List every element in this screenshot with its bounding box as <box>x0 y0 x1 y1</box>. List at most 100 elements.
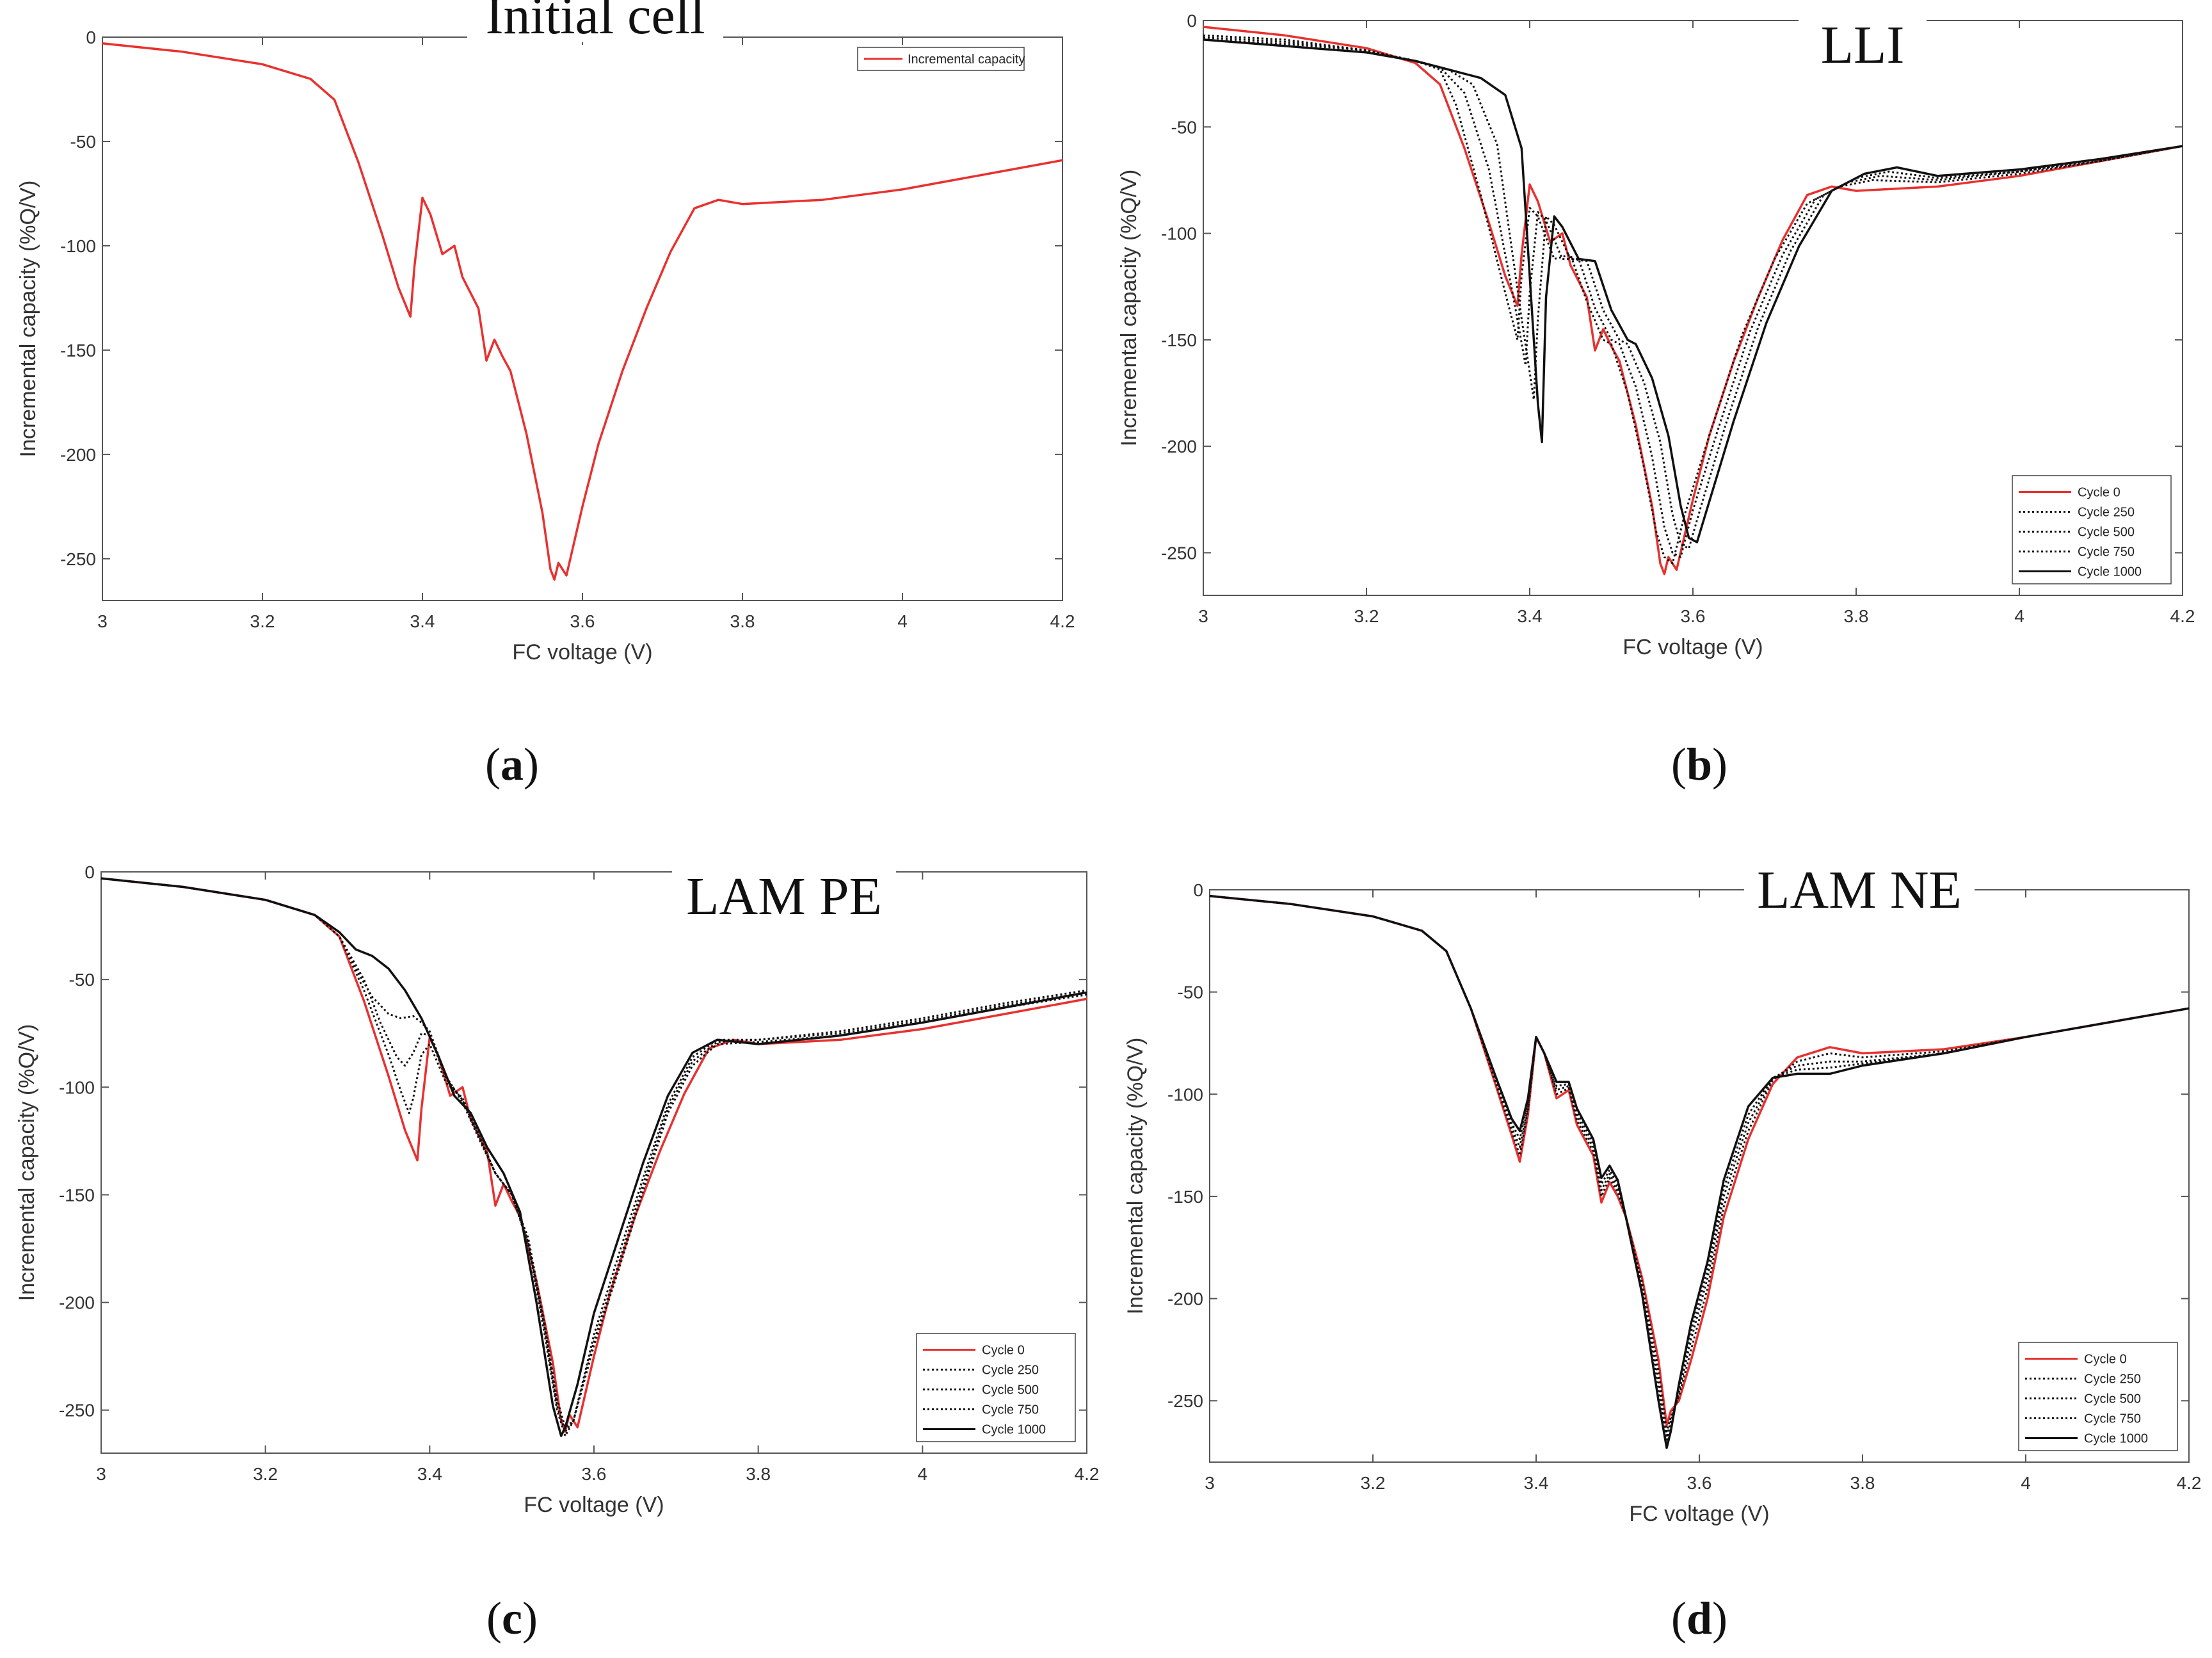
panel-label: (a) <box>485 739 539 790</box>
y-tick-label: -250 <box>1167 1391 1203 1411</box>
series-line-cycle-750 <box>1203 38 2183 550</box>
x-tick-label: 3.8 <box>1850 1473 1875 1493</box>
panel-title: LAM NE <box>1757 860 1962 920</box>
y-tick-label: -200 <box>59 1293 95 1313</box>
legend-entry: Cycle 500 <box>982 1383 1039 1397</box>
x-tick-label: 4 <box>2021 1473 2031 1493</box>
x-tick-label: 4.2 <box>2177 1473 2202 1493</box>
legend: Cycle 0 Cycle 250 Cycle 500 Cycle 750 Cycle … <box>2012 475 2172 584</box>
x-tick-label: 3 <box>96 1464 106 1484</box>
legend-entry: Cycle 1000 <box>982 1423 1046 1437</box>
series-line-cycle-0 <box>1209 894 2190 1427</box>
panel-label-close: ) <box>524 739 539 790</box>
y-tick-label: -250 <box>59 1401 95 1421</box>
y-tick-label: -150 <box>60 341 96 360</box>
panel-label-letter: a <box>501 739 524 790</box>
panel-a: 3 3.2 3.4 3.6 3.8 4 4.2 0 -50 -100 -150 -200 -250 FC … <box>16 0 1075 790</box>
panel-label-letter: c <box>502 1593 522 1644</box>
y-tick-label: -50 <box>69 970 95 990</box>
y-tick-label: -150 <box>1161 330 1197 350</box>
panel-c: 3 3.2 3.4 3.6 3.8 4 4.2 0 -50 -100 -150 -200 -250 FC … <box>15 862 1099 1644</box>
series-line-cycle-250 <box>1203 34 2183 565</box>
legend-entry: Cycle 500 <box>2084 1392 2141 1406</box>
panel-title: Initial cell <box>486 0 705 45</box>
y-tick-label: -250 <box>60 549 96 569</box>
legend: Cycle 0 Cycle 250 Cycle 500 Cycle 750 Cycle … <box>916 1333 1076 1442</box>
y-tick-label: -100 <box>1161 224 1197 244</box>
legend-entry: Cycle 1000 <box>2078 565 2142 579</box>
series-line-cycle-1000 <box>100 877 1087 1437</box>
x-tick-label: 4.2 <box>2170 606 2195 626</box>
legend-entry: Cycle 0 <box>2078 486 2120 500</box>
y-tick-label: 0 <box>1193 880 1203 900</box>
y-tick-label: -100 <box>1167 1084 1203 1104</box>
y-axis-label: Incremental capacity (%Q/V) <box>1117 170 1141 447</box>
x-tick-label: 3.2 <box>253 1464 278 1484</box>
legend-entry: Cycle 750 <box>2078 545 2135 559</box>
x-axis-label: FC voltage (V) <box>1623 635 1763 659</box>
legend-box <box>916 1333 1076 1442</box>
y-tick-label: -50 <box>1171 117 1197 137</box>
title-backing <box>1744 863 1975 917</box>
panel-label-open: ( <box>1671 1593 1687 1644</box>
x-tick-label: 3 <box>97 611 108 631</box>
panel-label: (c) <box>486 1593 538 1644</box>
y-tick-label: -50 <box>1178 983 1203 1002</box>
title-backing <box>1799 18 1927 72</box>
x-tick-label: 3 <box>1198 606 1208 626</box>
y-tick-label: -250 <box>1161 543 1197 563</box>
y-tick-label: -200 <box>1167 1289 1203 1309</box>
y-tick-label: -150 <box>1167 1187 1203 1207</box>
title-backing <box>672 869 896 923</box>
y-tick-label: -100 <box>60 236 96 256</box>
x-tick-label: 3.2 <box>250 611 275 631</box>
panel-label-close: ) <box>1712 1593 1727 1644</box>
legend-entry: Cycle 0 <box>982 1344 1025 1358</box>
x-tick-label: 4.2 <box>1050 611 1075 631</box>
panel-label-open: ( <box>486 1593 502 1644</box>
x-tick-label: 3 <box>1205 1473 1215 1493</box>
x-tick-label: 4 <box>918 1464 928 1484</box>
y-tick-label: 0 <box>1187 11 1197 31</box>
panel-label-letter: b <box>1687 739 1712 790</box>
x-tick-label: 3.2 <box>1354 606 1379 626</box>
legend-box <box>2012 475 2172 584</box>
x-tick-label: 4 <box>897 611 908 631</box>
x-axis-label: FC voltage (V) <box>512 640 652 664</box>
x-tick-label: 3.4 <box>417 1464 442 1484</box>
panel-label-close: ) <box>522 1593 538 1644</box>
x-tick-label: 4.2 <box>1075 1464 1100 1484</box>
x-tick-label: 3.8 <box>730 611 755 631</box>
title-backing <box>467 0 723 42</box>
panel-label-open: ( <box>1671 739 1687 790</box>
y-axis-label: Incremental capacity (%Q/V) <box>1123 1038 1148 1315</box>
panel-label: (d) <box>1671 1593 1727 1644</box>
x-tick-label: 3.8 <box>1844 606 1869 626</box>
panel-label-open: ( <box>485 739 501 790</box>
legend-entry: Cycle 750 <box>2084 1412 2141 1426</box>
x-tick-label: 3.2 <box>1361 1473 1386 1493</box>
panel-label-close: ) <box>1712 739 1727 790</box>
y-tick-label: 0 <box>86 28 96 47</box>
plot-frame <box>102 36 1063 601</box>
series-line-cycle-500 <box>1203 36 2183 558</box>
panel-label-letter: d <box>1687 1593 1712 1644</box>
x-tick-label: 3.4 <box>410 611 435 631</box>
legend-entry: Cycle 0 <box>2084 1353 2127 1367</box>
legend-entry: Cycle 250 <box>982 1364 1039 1378</box>
y-tick-label: -200 <box>1161 437 1197 456</box>
x-tick-label: 3.6 <box>1681 606 1706 626</box>
x-tick-label: 4 <box>2014 606 2024 626</box>
panel-title: LLI <box>1821 15 1905 75</box>
panel-title: LAM PE <box>686 867 882 926</box>
y-tick-label: -200 <box>60 445 96 465</box>
panel-d: 3 3.2 3.4 3.6 3.8 4 4.2 0 -50 -100 -150 -200 -250 FC … <box>1123 860 2201 1644</box>
legend-entry: Cycle 1000 <box>2084 1432 2148 1446</box>
x-axis-label: FC voltage (V) <box>524 1493 664 1517</box>
panel-b: 3 3.2 3.4 3.6 3.8 4 4.2 0 -50 -100 -150 -200 -250 FC … <box>1117 11 2195 790</box>
y-tick-label: 0 <box>84 862 95 882</box>
legend-entry: Incremental capacity <box>908 52 1025 67</box>
y-tick-label: -150 <box>59 1185 95 1205</box>
legend-entry: Cycle 750 <box>982 1403 1039 1417</box>
